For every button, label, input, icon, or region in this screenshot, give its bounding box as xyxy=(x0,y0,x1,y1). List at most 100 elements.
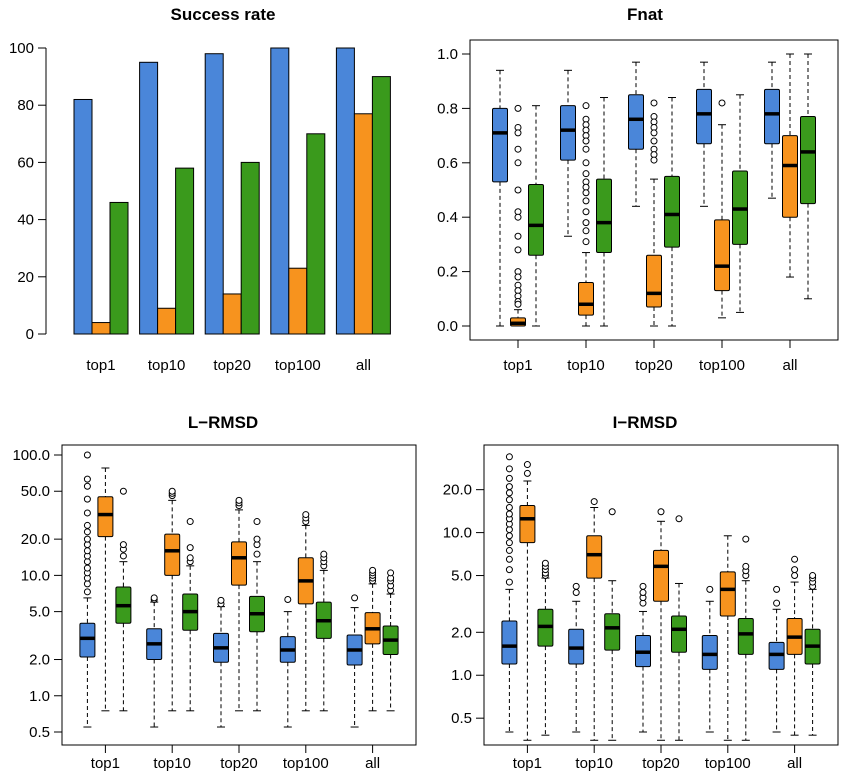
outlier-point xyxy=(791,566,799,574)
box-orange xyxy=(653,549,669,602)
x-tick-label: top20 xyxy=(220,755,258,772)
box-orange xyxy=(519,504,536,544)
outlier-point xyxy=(582,102,590,110)
box-green xyxy=(664,175,680,248)
outlier-point xyxy=(369,566,377,574)
outlier-point xyxy=(650,129,658,137)
box-blue xyxy=(701,634,718,670)
x-tick-label: all xyxy=(787,755,802,772)
bar-green xyxy=(109,201,129,335)
bar-green xyxy=(240,161,260,335)
outlier-point xyxy=(514,232,522,240)
bar-blue xyxy=(270,47,290,335)
box-blue xyxy=(560,105,576,161)
box-orange xyxy=(714,219,730,292)
x-tick-label: top1 xyxy=(503,357,532,374)
bar-blue xyxy=(335,47,355,335)
box-green xyxy=(737,617,754,655)
bar-green xyxy=(306,133,326,335)
outlier-point xyxy=(657,508,665,516)
outlier-point xyxy=(235,496,243,504)
x-tick-label: top10 xyxy=(567,357,605,374)
y-tick-label: 80 xyxy=(17,97,34,114)
box-blue xyxy=(79,622,96,658)
chart-title: Fnat xyxy=(627,5,663,24)
outlier-point xyxy=(302,511,310,519)
bar-orange xyxy=(288,267,308,335)
outlier-point xyxy=(514,159,522,167)
x-tick-label: top100 xyxy=(275,357,321,374)
outlier-point xyxy=(83,482,91,490)
box-orange xyxy=(97,496,114,538)
outlier-point xyxy=(505,453,513,461)
bar-orange xyxy=(353,113,373,335)
bar-blue xyxy=(73,98,93,335)
outlier-point xyxy=(351,594,359,602)
outlier-point xyxy=(514,273,522,281)
outlier-point xyxy=(742,562,750,570)
x-tick-label: top1 xyxy=(513,755,542,772)
y-tick-label: 10.0 xyxy=(443,525,472,542)
outlier-point xyxy=(590,498,598,506)
outlier-point xyxy=(582,145,590,153)
success-rate-panel: Success rate 0 20 40 60 80 100 top1 top10 top20 t… xyxy=(9,5,391,374)
y-tick-label: 100 xyxy=(9,40,34,57)
outlier-point xyxy=(505,578,513,586)
y-tick-label: 100.0 xyxy=(12,447,50,464)
box-green xyxy=(528,184,544,256)
box-blue xyxy=(696,88,712,145)
outlier-point xyxy=(773,599,781,607)
outlier-point xyxy=(639,582,647,590)
outlier-point xyxy=(217,596,225,604)
outlier-point xyxy=(608,508,616,516)
outlier-point xyxy=(253,518,261,526)
y-tick-label: 0.6 xyxy=(437,155,458,172)
outlier-point xyxy=(168,487,176,495)
fnat-panel: Fnat 0.0 0.2 0.4 0.6 0.8 1.0 top1 top10 top20 top… xyxy=(437,5,839,374)
outlier-point xyxy=(505,483,513,491)
outlier-point xyxy=(83,535,91,543)
l-rmsd-panel: L−RMSD 0.5 1.0 2.0 5.0 10.0 20.0 50.0 100.0 top1… xyxy=(12,413,417,772)
outlier-point xyxy=(186,544,194,552)
outlier-point xyxy=(582,159,590,167)
outlier-point xyxy=(83,521,91,529)
x-tick-label: top20 xyxy=(635,357,673,374)
outlier-point xyxy=(650,156,658,164)
y-tick-label: 0.5 xyxy=(451,710,472,727)
box-blue xyxy=(492,107,508,183)
y-tick-label: 0.4 xyxy=(437,209,458,226)
box-orange xyxy=(782,135,798,218)
x-tick-label: all xyxy=(356,357,371,374)
outlier-point xyxy=(791,572,799,580)
outlier-point xyxy=(742,535,750,543)
outlier-point xyxy=(505,465,513,473)
i-rmsd-panel: I−RMSD 0.5 1.0 2.0 5.0 10.0 20.0 top1 top10 top2… xyxy=(443,413,839,772)
x-tick-label: top100 xyxy=(283,755,329,772)
y-tick-label: 50.0 xyxy=(21,483,50,500)
box-orange xyxy=(646,254,662,308)
outlier-point xyxy=(514,300,522,308)
outlier-point xyxy=(505,566,513,574)
x-tick-label: top20 xyxy=(642,755,680,772)
outlier-point xyxy=(83,558,91,566)
box-orange xyxy=(586,535,603,579)
outlier-point xyxy=(505,496,513,504)
outlier-point xyxy=(582,208,590,216)
outlier-point xyxy=(514,129,522,137)
y-tick-label: 1.0 xyxy=(29,688,50,705)
outlier-point xyxy=(541,559,549,567)
box-orange xyxy=(231,541,247,586)
outlier-point xyxy=(639,589,647,597)
x-tick-label: top1 xyxy=(86,357,115,374)
y-tick-label: 0 xyxy=(26,326,34,343)
outlier-point xyxy=(387,569,395,577)
y-tick-label: 60 xyxy=(17,154,34,171)
outlier-point xyxy=(582,197,590,205)
outlier-point xyxy=(320,550,328,558)
outlier-point xyxy=(505,489,513,497)
outlier-point xyxy=(83,495,91,503)
outlier-point xyxy=(514,213,522,221)
y-tick-label: 2.0 xyxy=(451,624,472,641)
outlier-point xyxy=(505,555,513,563)
outlier-point xyxy=(582,227,590,235)
